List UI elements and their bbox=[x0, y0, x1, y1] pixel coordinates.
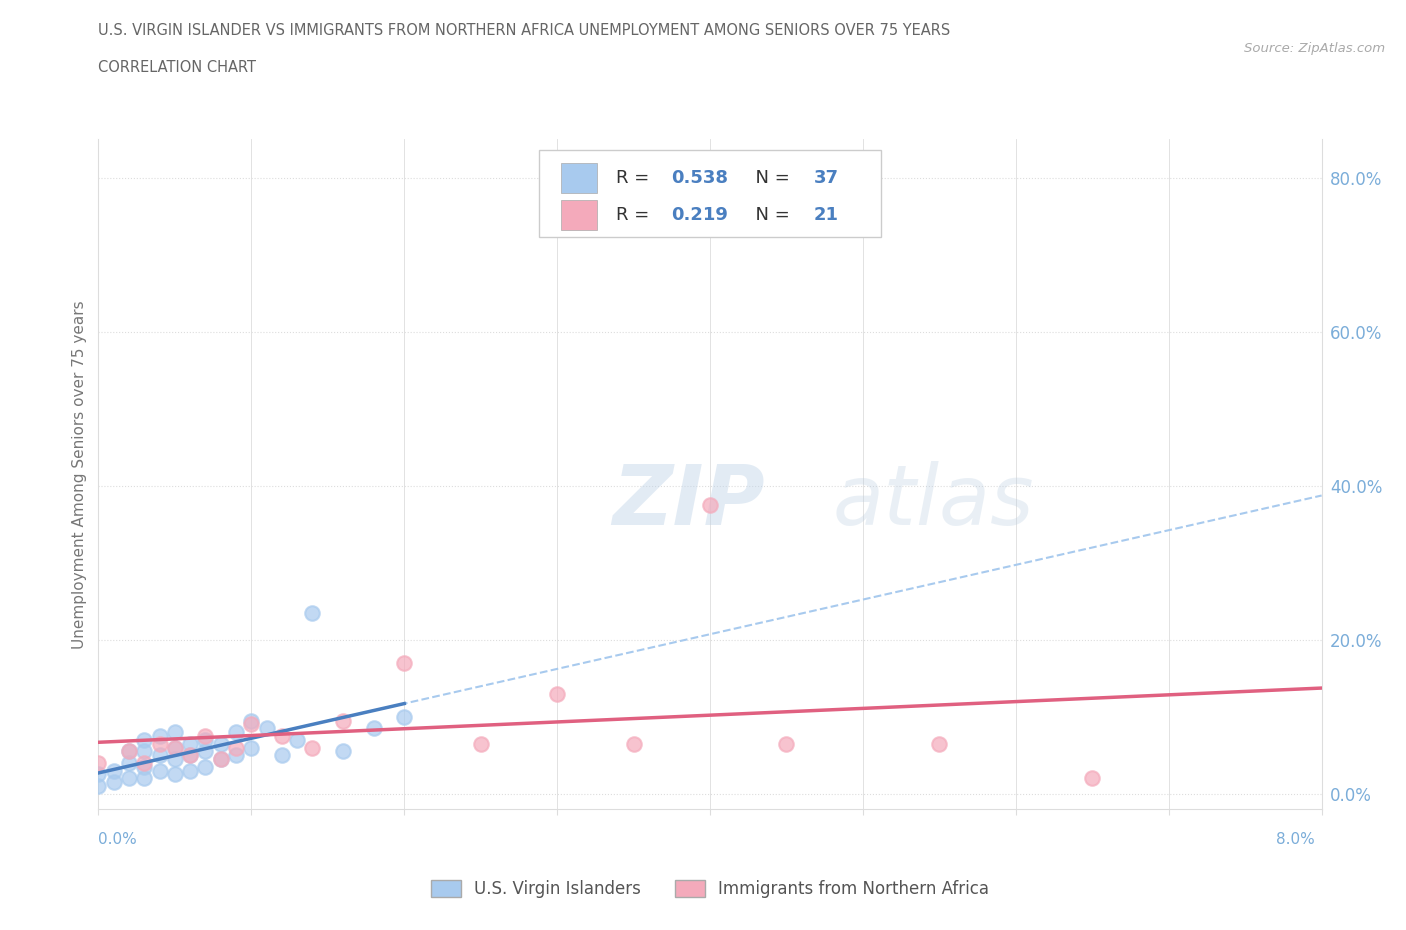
Point bbox=[194, 733, 217, 748]
Point bbox=[392, 710, 416, 724]
Point bbox=[118, 744, 141, 759]
Point bbox=[87, 767, 110, 782]
Point bbox=[87, 755, 110, 770]
Point bbox=[194, 728, 217, 743]
Text: U.S. VIRGIN ISLANDER VS IMMIGRANTS FROM NORTHERN AFRICA UNEMPLOYMENT AMONG SENIO: U.S. VIRGIN ISLANDER VS IMMIGRANTS FROM … bbox=[98, 23, 950, 38]
Point bbox=[240, 717, 263, 732]
Point bbox=[179, 748, 201, 763]
Point bbox=[194, 759, 217, 774]
Point bbox=[163, 740, 186, 755]
Point bbox=[470, 737, 492, 751]
Point bbox=[209, 751, 232, 766]
Point bbox=[285, 733, 308, 748]
Point bbox=[623, 737, 645, 751]
Point bbox=[928, 737, 950, 751]
Bar bbox=[561, 163, 598, 193]
Point bbox=[179, 737, 201, 751]
Point bbox=[270, 728, 294, 743]
Point bbox=[256, 721, 278, 736]
Point bbox=[179, 748, 201, 763]
Text: 0.538: 0.538 bbox=[671, 169, 728, 187]
Text: Source: ZipAtlas.com: Source: ZipAtlas.com bbox=[1244, 42, 1385, 55]
Text: R =: R = bbox=[616, 206, 655, 224]
Point bbox=[134, 755, 156, 770]
Text: CORRELATION CHART: CORRELATION CHART bbox=[98, 60, 256, 75]
Point bbox=[363, 721, 385, 736]
Point bbox=[699, 498, 721, 512]
Point bbox=[149, 748, 172, 763]
Point bbox=[134, 744, 156, 759]
Text: N =: N = bbox=[744, 169, 796, 187]
Point bbox=[209, 737, 232, 751]
Point bbox=[134, 759, 156, 774]
Text: 37: 37 bbox=[814, 169, 839, 187]
Point bbox=[225, 724, 247, 739]
Point bbox=[332, 744, 354, 759]
Point bbox=[546, 686, 568, 701]
Point bbox=[149, 728, 172, 743]
Text: 21: 21 bbox=[814, 206, 839, 224]
Point bbox=[301, 605, 323, 620]
Text: R =: R = bbox=[616, 169, 655, 187]
Point bbox=[240, 740, 263, 755]
Point bbox=[392, 656, 416, 671]
Point bbox=[225, 748, 247, 763]
Point bbox=[194, 744, 217, 759]
Point bbox=[240, 713, 263, 728]
Point bbox=[163, 751, 186, 766]
Text: 0.219: 0.219 bbox=[671, 206, 728, 224]
Text: N =: N = bbox=[744, 206, 796, 224]
Point bbox=[118, 771, 141, 786]
Point bbox=[301, 740, 323, 755]
Point bbox=[118, 755, 141, 770]
Text: atlas: atlas bbox=[832, 460, 1033, 541]
Point bbox=[225, 740, 247, 755]
Legend: U.S. Virgin Islanders, Immigrants from Northern Africa: U.S. Virgin Islanders, Immigrants from N… bbox=[425, 873, 995, 905]
Point bbox=[103, 764, 125, 778]
Point bbox=[163, 740, 186, 755]
Point bbox=[149, 764, 172, 778]
Point bbox=[163, 724, 186, 739]
Point bbox=[149, 737, 172, 751]
FancyBboxPatch shape bbox=[538, 150, 882, 236]
Point bbox=[134, 733, 156, 748]
Point bbox=[270, 748, 294, 763]
Point bbox=[134, 771, 156, 786]
Point bbox=[87, 778, 110, 793]
Y-axis label: Unemployment Among Seniors over 75 years: Unemployment Among Seniors over 75 years bbox=[72, 300, 87, 648]
Point bbox=[179, 764, 201, 778]
Bar bbox=[561, 200, 598, 230]
Point bbox=[1081, 771, 1104, 786]
Point bbox=[103, 775, 125, 790]
Point bbox=[118, 744, 141, 759]
Point bbox=[209, 751, 232, 766]
Text: 8.0%: 8.0% bbox=[1275, 832, 1315, 847]
Text: ZIP: ZIP bbox=[612, 460, 765, 541]
Point bbox=[775, 737, 797, 751]
Point bbox=[332, 713, 354, 728]
Text: 0.0%: 0.0% bbox=[98, 832, 138, 847]
Point bbox=[163, 767, 186, 782]
